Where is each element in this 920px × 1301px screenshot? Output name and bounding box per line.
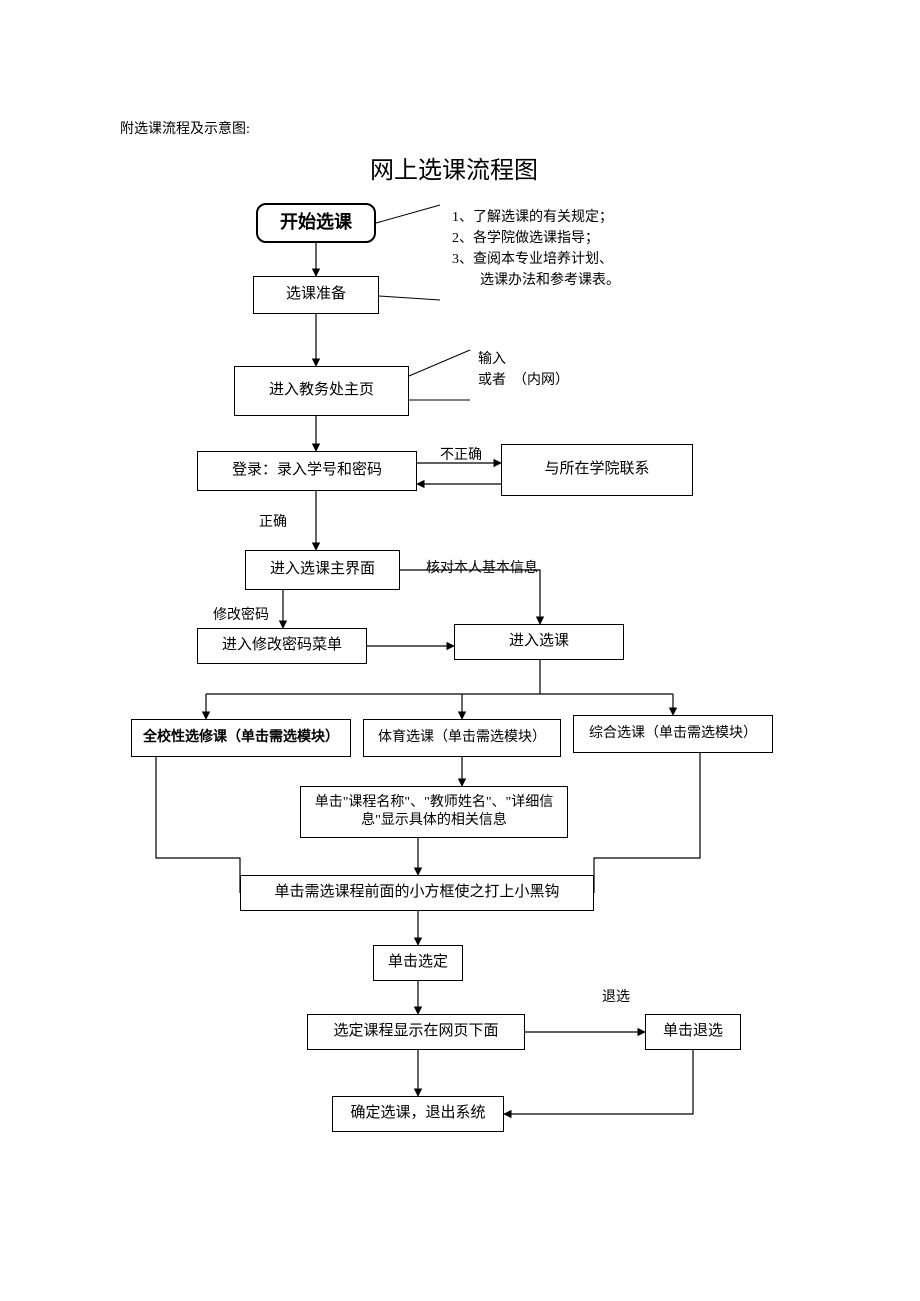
- node-homepage: 进入教务处主页: [234, 366, 409, 416]
- node-checkbox: 单击需选课程前面的小方框使之打上小黑钩: [240, 875, 594, 911]
- label-changepwd: 修改密码: [213, 605, 269, 626]
- node-display: 选定课程显示在网页下面: [307, 1014, 525, 1050]
- label-notes: 1、了解选课的有关规定； 2、各学院做选课指导； 3、查阅本专业培养计划、 选课…: [452, 207, 620, 291]
- flowchart-page: 附选课流程及示意图: 网上选课流程图 开始选课 选课准备 进入教务处主页 登录：…: [0, 0, 920, 1301]
- node-prepare: 选课准备: [253, 276, 379, 314]
- node-login: 登录：录入学号和密码: [197, 451, 417, 491]
- page-title: 网上选课流程图: [370, 150, 538, 185]
- label-withdraw: 退选: [602, 987, 630, 1008]
- node-opt-all: 全校性选修课（单击需选模块）: [131, 719, 351, 757]
- node-withdraw: 单击退选: [645, 1014, 741, 1050]
- node-enter: 进入选课: [454, 624, 624, 660]
- node-opt-comp: 综合选课（单击需选模块）: [573, 715, 773, 753]
- label-incorrect: 不正确: [440, 445, 482, 466]
- node-contact: 与所在学院联系: [501, 444, 693, 496]
- page-caption: 附选课流程及示意图:: [120, 118, 250, 138]
- node-mainpage: 进入选课主界面: [245, 550, 400, 590]
- label-input-note: 输入 或者 （内网）: [478, 349, 569, 391]
- node-opt-pe: 体育选课（单击需选模块）: [363, 719, 561, 757]
- node-select: 单击选定: [373, 945, 463, 981]
- node-changepwd: 进入修改密码菜单: [197, 628, 367, 664]
- node-confirm: 确定选课，退出系统: [332, 1096, 504, 1132]
- label-correct: 正确: [259, 512, 287, 533]
- node-start: 开始选课: [256, 203, 376, 243]
- label-verify: 核对本人基本信息: [426, 558, 538, 579]
- node-info: 单击"课程名称"、"教师姓名"、"详细信息"显示具体的相关信息: [300, 786, 568, 838]
